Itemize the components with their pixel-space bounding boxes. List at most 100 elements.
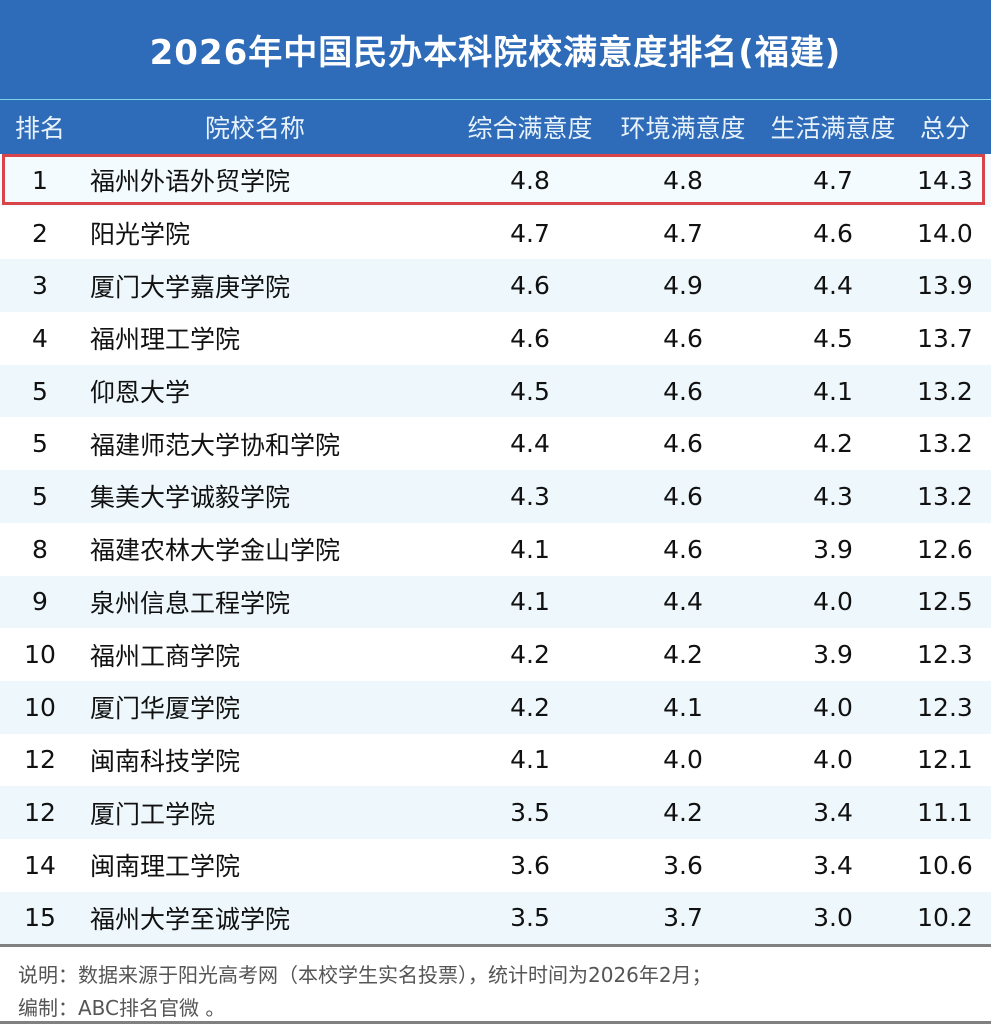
cell-school-name: 厦门工学院 bbox=[90, 799, 216, 829]
column-header-environment: 环境满意度 bbox=[620, 114, 746, 143]
cell-total-score: 14.3 bbox=[917, 165, 973, 195]
cell-total-score: 13.9 bbox=[917, 271, 973, 301]
cell-total-score: 10.2 bbox=[917, 903, 973, 933]
cell-life-satisfaction: 3.0 bbox=[813, 903, 853, 933]
cell-rank: 4 bbox=[32, 323, 48, 353]
cell-overall-satisfaction: 4.4 bbox=[510, 429, 550, 459]
cell-total-score: 12.3 bbox=[917, 692, 973, 722]
cell-school-name: 泉州信息工程学院 bbox=[90, 588, 291, 618]
cell-school-name: 福州工商学院 bbox=[90, 641, 241, 671]
cell-school-name: 福州理工学院 bbox=[90, 325, 241, 355]
cell-rank: 5 bbox=[32, 429, 48, 459]
table-row: 10 福州工商学院 4.2 4.2 3.9 12.3 bbox=[0, 628, 991, 681]
column-header-life: 生活满意度 bbox=[770, 114, 896, 143]
cell-total-score: 12.5 bbox=[917, 587, 973, 617]
table-header: 排名 院校名称 综合满意度 环境满意度 生活满意度 总分 bbox=[0, 100, 991, 154]
cell-environment-satisfaction: 4.6 bbox=[663, 534, 703, 564]
cell-environment-satisfaction: 4.9 bbox=[663, 271, 703, 301]
column-header-total: 总分 bbox=[919, 114, 970, 143]
cell-life-satisfaction: 4.1 bbox=[813, 376, 853, 406]
cell-life-satisfaction: 4.2 bbox=[813, 429, 853, 459]
cell-overall-satisfaction: 4.8 bbox=[510, 165, 550, 195]
table-body: 1 福州外语外贸学院 4.8 4.8 4.7 14.3 2 阳光学院 4.7 4.7 4.6 14.0… bbox=[0, 154, 991, 945]
cell-rank: 10 bbox=[24, 640, 56, 670]
table-row: 5 仰恩大学 4.5 4.6 4.1 13.2 bbox=[0, 364, 991, 418]
table-row: 12 闽南科技学院 4.1 4.0 4.0 12.1 bbox=[0, 733, 991, 787]
cell-rank: 2 bbox=[32, 218, 48, 248]
cell-rank: 12 bbox=[24, 745, 56, 775]
cell-overall-satisfaction: 4.2 bbox=[510, 640, 550, 670]
cell-environment-satisfaction: 3.6 bbox=[663, 850, 703, 880]
cell-rank: 3 bbox=[32, 271, 48, 301]
cell-school-name: 集美大学诚毅学院 bbox=[90, 483, 291, 513]
table-row: 5 福建师范大学协和学院 4.4 4.6 4.2 13.2 bbox=[0, 417, 991, 471]
column-header-name: 院校名称 bbox=[204, 114, 305, 143]
table-row: 10 厦门华厦学院 4.2 4.1 4.0 12.3 bbox=[0, 680, 991, 734]
cell-overall-satisfaction: 3.5 bbox=[510, 903, 550, 933]
footer-credit: 编制：ABC排名官微 。 bbox=[18, 996, 226, 1020]
table-row: 2 阳光学院 4.7 4.7 4.6 14.0 bbox=[0, 206, 991, 260]
table-row: 12 厦门工学院 3.5 4.2 3.4 11.1 bbox=[0, 786, 991, 839]
cell-rank: 8 bbox=[32, 534, 48, 564]
cell-overall-satisfaction: 4.1 bbox=[510, 534, 550, 564]
cell-environment-satisfaction: 3.7 bbox=[663, 903, 703, 933]
footer-notes: 说明：数据来源于阳光高考网（本校学生实名投票），统计时间为2026年2月； 编制… bbox=[0, 944, 991, 1024]
cell-rank: 9 bbox=[32, 587, 48, 617]
cell-total-score: 13.2 bbox=[917, 481, 973, 511]
cell-school-name: 福州外语外贸学院 bbox=[90, 167, 291, 197]
cell-overall-satisfaction: 4.6 bbox=[510, 323, 550, 353]
cell-life-satisfaction: 4.0 bbox=[813, 692, 853, 722]
cell-environment-satisfaction: 4.8 bbox=[663, 165, 703, 195]
cell-total-score: 13.2 bbox=[917, 376, 973, 406]
cell-rank: 10 bbox=[24, 692, 56, 722]
cell-school-name: 厦门大学嘉庚学院 bbox=[90, 272, 291, 302]
cell-environment-satisfaction: 4.6 bbox=[663, 481, 703, 511]
cell-school-name: 福建师范大学协和学院 bbox=[90, 430, 341, 460]
cell-life-satisfaction: 3.4 bbox=[813, 798, 853, 828]
cell-environment-satisfaction: 4.6 bbox=[663, 376, 703, 406]
cell-total-score: 13.7 bbox=[917, 323, 973, 353]
cell-overall-satisfaction: 4.6 bbox=[510, 271, 550, 301]
cell-environment-satisfaction: 4.0 bbox=[663, 745, 703, 775]
cell-rank: 12 bbox=[24, 798, 56, 828]
cell-life-satisfaction: 4.4 bbox=[813, 271, 853, 301]
cell-total-score: 10.6 bbox=[917, 850, 973, 880]
cell-overall-satisfaction: 4.1 bbox=[510, 587, 550, 617]
table-row: 8 福建农林大学金山学院 4.1 4.6 3.9 12.6 bbox=[0, 522, 991, 576]
column-header-rank: 排名 bbox=[14, 114, 65, 143]
cell-environment-satisfaction: 4.7 bbox=[663, 218, 703, 248]
cell-life-satisfaction: 4.5 bbox=[813, 323, 853, 353]
cell-total-score: 12.6 bbox=[917, 534, 973, 564]
cell-overall-satisfaction: 3.6 bbox=[510, 850, 550, 880]
cell-overall-satisfaction: 4.5 bbox=[510, 376, 550, 406]
cell-overall-satisfaction: 4.3 bbox=[510, 481, 550, 511]
table-row: 5 集美大学诚毅学院 4.3 4.6 4.3 13.2 bbox=[0, 470, 991, 523]
cell-environment-satisfaction: 4.2 bbox=[663, 798, 703, 828]
page-title: 2026年中国民办本科院校满意度排名(福建) bbox=[0, 0, 991, 100]
cell-school-name: 闽南理工学院 bbox=[90, 852, 241, 882]
footer-source-note: 说明：数据来源于阳光高考网（本校学生实名投票），统计时间为2026年2月； bbox=[18, 963, 712, 987]
cell-total-score: 11.1 bbox=[917, 798, 973, 828]
cell-environment-satisfaction: 4.6 bbox=[663, 429, 703, 459]
cell-total-score: 13.2 bbox=[917, 429, 973, 459]
cell-life-satisfaction: 4.3 bbox=[813, 481, 853, 511]
cell-life-satisfaction: 4.7 bbox=[813, 165, 853, 195]
table-row: 14 闽南理工学院 3.6 3.6 3.4 10.6 bbox=[0, 838, 991, 892]
cell-rank: 15 bbox=[24, 903, 56, 933]
cell-environment-satisfaction: 4.6 bbox=[663, 323, 703, 353]
cell-school-name: 福建农林大学金山学院 bbox=[90, 536, 341, 566]
cell-school-name: 厦门华厦学院 bbox=[90, 694, 241, 724]
cell-school-name: 仰恩大学 bbox=[90, 378, 191, 408]
cell-rank: 14 bbox=[24, 850, 56, 880]
cell-environment-satisfaction: 4.4 bbox=[663, 587, 703, 617]
cell-environment-satisfaction: 4.2 bbox=[663, 640, 703, 670]
cell-rank: 1 bbox=[32, 165, 48, 195]
cell-overall-satisfaction: 4.7 bbox=[510, 218, 550, 248]
cell-overall-satisfaction: 3.5 bbox=[510, 798, 550, 828]
cell-school-name: 福州大学至诚学院 bbox=[90, 904, 291, 934]
table-row: 1 福州外语外贸学院 4.8 4.8 4.7 14.3 bbox=[0, 154, 991, 207]
cell-rank: 5 bbox=[32, 481, 48, 511]
cell-overall-satisfaction: 4.2 bbox=[510, 692, 550, 722]
table-row: 4 福州理工学院 4.6 4.6 4.5 13.7 bbox=[0, 312, 991, 365]
cell-life-satisfaction: 4.6 bbox=[813, 218, 853, 248]
